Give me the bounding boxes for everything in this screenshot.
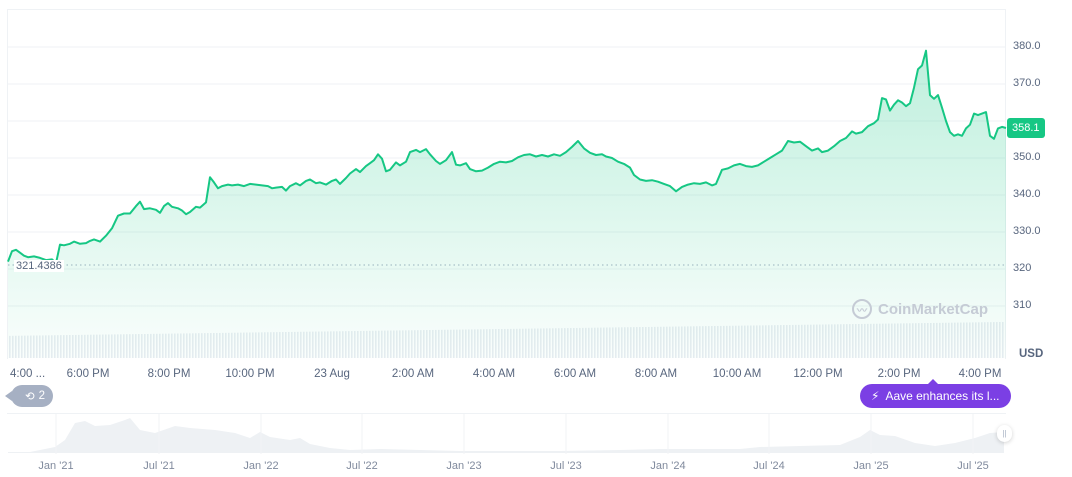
x-tick-label: 6:00 PM [66,368,110,380]
x-tick-label: 4:00 AM [472,368,516,380]
range-navigator[interactable] [7,413,1006,456]
currency-label: USD [1019,348,1044,360]
x-tick-label: 10:00 AM [712,368,762,380]
x-tick-label: 2:00 AM [391,368,435,380]
coinmarketcap-watermark: 〰 CoinMarketCap [852,299,988,319]
y-tick-label: 370.0 [1013,77,1041,89]
navigator-tick-label: Jan '21 [38,460,74,472]
navigator-tick-label: Jul '21 [143,460,175,472]
y-tick-label: 350.0 [1013,151,1041,163]
coinmarketcap-logo-icon: 〰 [852,299,872,319]
news-pill-text: Aave enhances its l... [885,389,1000,403]
history-icon: ⟲ [25,391,35,403]
y-tick-label: 340.0 [1013,188,1041,200]
open-price-label: 321.4386 [14,260,64,272]
navigator-tick-label: Jul '23 [550,460,582,472]
price-line [7,49,1007,265]
x-tick-label: 4:00 ... [10,368,46,380]
x-tick-label: 23 Aug [314,368,350,380]
events-count: 2 [38,390,46,402]
x-tick-label: 8:00 AM [634,368,678,380]
x-tick-label: 4:00 PM [958,368,1002,380]
navigator-tick-label: Jan '25 [853,460,889,472]
y-tick-label: 320 [1013,262,1032,274]
current-price-tag: 358.1 [1007,118,1045,138]
watermark-text: CoinMarketCap [878,300,989,318]
x-tick-label: 2:00 PM [877,368,921,380]
price-area [8,50,1006,358]
navigator-tick-label: Jul '24 [753,460,785,472]
navigator-tick-label: Jul '22 [346,460,378,472]
x-tick-label: 6:00 AM [553,368,597,380]
navigator-drag-handle[interactable]: || [997,425,1012,442]
navigator-tick-label: Jan '23 [446,460,482,472]
navigator-area [8,418,1004,453]
x-tick-label: 12:00 PM [793,368,843,380]
news-event-pill[interactable]: ⚡︎ Aave enhances its l... [860,379,1011,408]
navigator-tick-label: Jan '24 [650,460,686,472]
y-tick-label: 380.0 [1013,40,1041,52]
lightning-icon: ⚡︎ [871,389,880,403]
x-tick-label: 8:00 PM [147,368,191,380]
navigator-gridlines [55,414,974,454]
y-tick-label: 330.0 [1013,225,1041,237]
navigator-tick-label: Jan '22 [243,460,279,472]
navigator-tick-label: Jul '25 [957,460,989,472]
x-tick-label: 10:00 PM [225,368,275,380]
y-tick-label: 310 [1013,299,1032,311]
events-badge[interactable]: ⟲ 2 [4,385,54,407]
